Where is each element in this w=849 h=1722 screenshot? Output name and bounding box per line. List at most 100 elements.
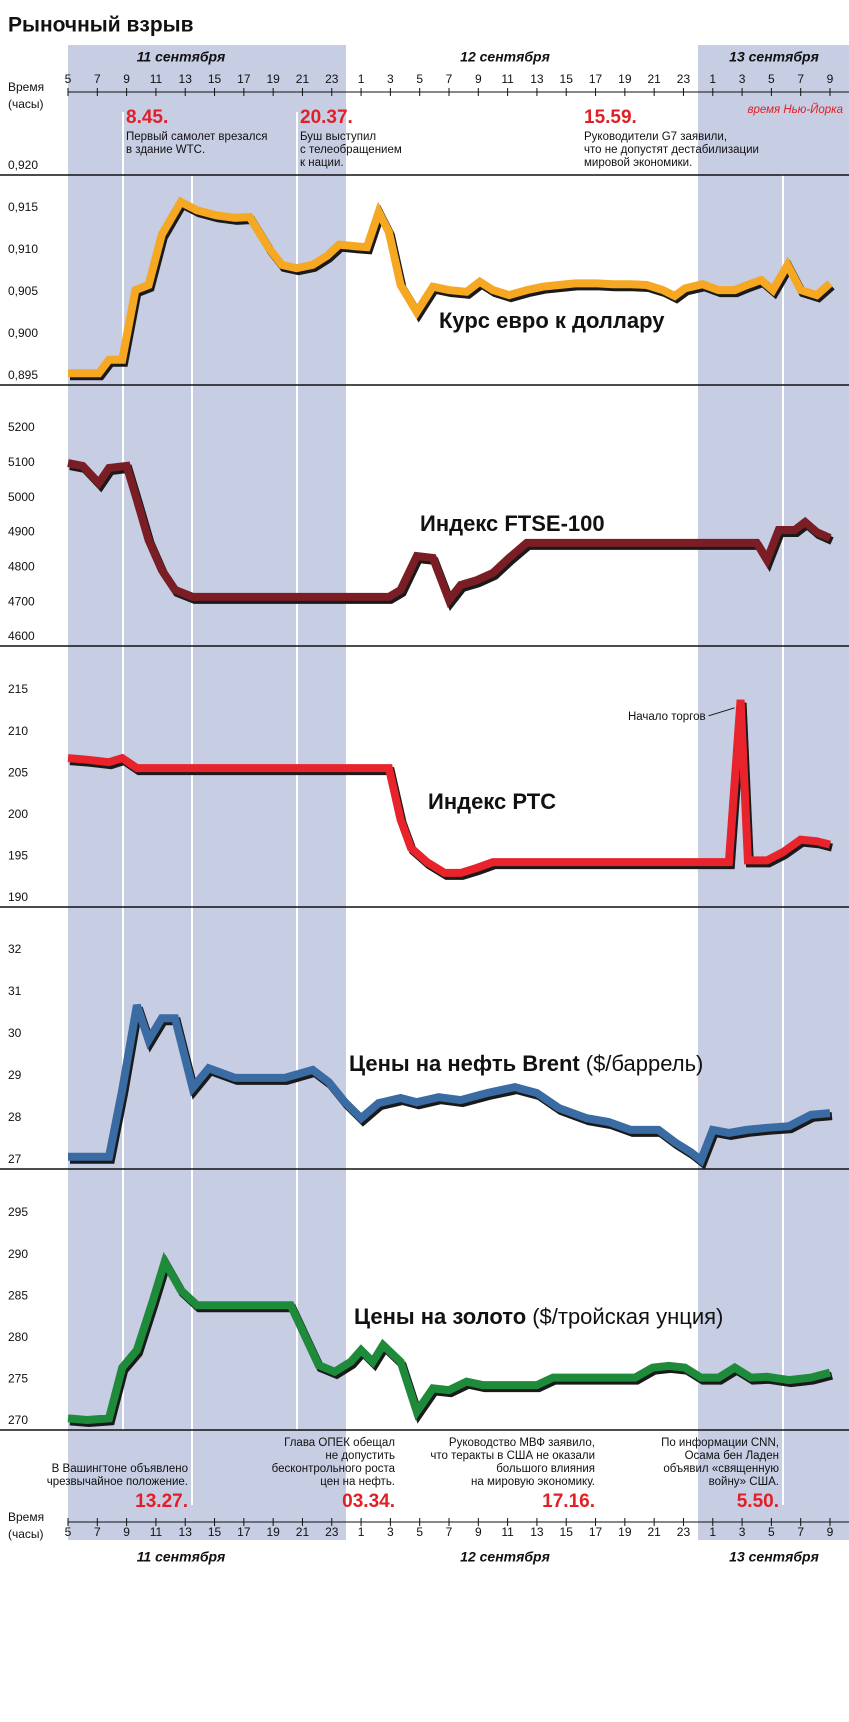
series-title: Цены на золото ($/тройская унция): [354, 1304, 723, 1329]
series-name: Цены на нефть Brent: [349, 1051, 580, 1076]
event-time: 15.59.: [584, 107, 637, 128]
x-tick-label: 23: [677, 72, 691, 86]
y-tick-label: 0,900: [8, 326, 38, 340]
x-tick-label: 7: [797, 72, 804, 86]
axis-label: Время: [8, 80, 44, 94]
event-time: 8.45.: [126, 107, 168, 128]
x-tick-label: 11: [150, 72, 163, 86]
y-tick-label: 4700: [8, 594, 35, 608]
x-tick-label: 5: [416, 1525, 423, 1539]
event-text: что не допустят дестабилизации: [584, 144, 759, 156]
x-tick-label: 9: [827, 1525, 834, 1539]
x-tick-label: 15: [560, 1525, 574, 1539]
x-tick-label: 13: [179, 1525, 193, 1539]
x-tick-label: 15: [560, 72, 574, 86]
event-text: мировой экономики.: [584, 157, 692, 169]
series-unit: ($/тройская унция): [532, 1304, 723, 1329]
y-tick-label: 28: [8, 1110, 22, 1124]
x-tick-label: 1: [358, 72, 365, 86]
x-tick-label: 7: [94, 1525, 101, 1539]
event-text: с телеобращением: [300, 144, 402, 156]
series-name: Курс евро к доллару: [439, 308, 665, 333]
y-tick-label: 31: [8, 984, 22, 998]
y-tick-label: 275: [8, 1372, 28, 1386]
x-tick-label: 5: [768, 1525, 775, 1539]
x-tick-label: 11: [501, 72, 514, 86]
y-tick-label: 295: [8, 1205, 28, 1219]
x-tick-label: 9: [123, 1525, 130, 1539]
event-text: Глава ОПЕК обещал: [284, 1437, 395, 1449]
event-text: большого влияния: [496, 1463, 595, 1475]
event-text: Руководство МВФ заявило,: [449, 1437, 595, 1449]
page-title: Рыночный взрыв: [8, 14, 194, 37]
event-time: 17.16.: [542, 1491, 595, 1512]
y-tick-label: 0,915: [8, 200, 38, 214]
x-tick-label: 13: [530, 1525, 544, 1539]
x-tick-label: 9: [475, 1525, 482, 1539]
y-tick-label: 32: [8, 942, 22, 956]
x-tick-label: 5: [768, 72, 775, 86]
x-tick-label: 17: [237, 1525, 251, 1539]
data-line: [67, 699, 831, 877]
y-tick-label: 4800: [8, 560, 35, 574]
day-label: 11 сентября: [137, 49, 226, 65]
x-tick-label: 21: [647, 72, 661, 86]
y-tick-label: 4600: [8, 629, 35, 643]
x-tick-label: 1: [709, 1525, 716, 1539]
y-tick-label: 5100: [8, 455, 35, 469]
event-text: По информации CNN,: [661, 1437, 779, 1449]
x-tick-label: 23: [677, 1525, 691, 1539]
x-tick-label: 21: [647, 1525, 661, 1539]
x-tick-label: 19: [618, 1525, 632, 1539]
event-text: Первый самолет врезался: [126, 131, 267, 143]
y-tick-label: 290: [8, 1247, 28, 1261]
event-text: войну» США.: [709, 1476, 779, 1488]
y-tick-label: 0,905: [8, 284, 38, 298]
x-tick-label: 3: [739, 1525, 746, 1539]
y-tick-label: 0,920: [8, 158, 38, 172]
x-tick-label: 9: [475, 72, 482, 86]
x-tick-label: 19: [618, 72, 632, 86]
x-tick-label: 15: [208, 1525, 222, 1539]
timezone-note: время Нью-Йорка: [747, 103, 843, 116]
event-text: к нации.: [300, 157, 344, 169]
axis-label: (часы): [8, 1527, 44, 1541]
event-time: 13.27.: [135, 1491, 188, 1512]
series-title: Индекс FTSE-100: [420, 511, 605, 536]
event-time: 20.37.: [300, 107, 353, 128]
day-label: 12 сентября: [460, 1549, 550, 1565]
y-tick-label: 5200: [8, 420, 35, 434]
event-text: Буш выступил: [300, 131, 376, 143]
event-text: объявил «священную: [663, 1463, 779, 1475]
data-line: [68, 196, 833, 378]
event-text: бесконтрольного роста: [272, 1463, 396, 1475]
x-tick-label: 5: [416, 72, 423, 86]
event-text: Осама бен Ладен: [685, 1450, 779, 1462]
y-tick-label: 280: [8, 1330, 28, 1344]
x-tick-label: 21: [296, 1525, 310, 1539]
x-tick-label: 1: [709, 72, 716, 86]
x-tick-label: 13: [530, 72, 544, 86]
x-tick-label: 7: [446, 1525, 453, 1539]
series-name: Индекс FTSE-100: [420, 511, 605, 536]
x-tick-label: 17: [589, 72, 603, 86]
day-label: 12 сентября: [460, 49, 550, 65]
event-time: 5.50.: [737, 1491, 779, 1512]
x-tick-label: 11: [501, 1525, 514, 1539]
event-text: цен на нефть.: [320, 1476, 395, 1488]
y-tick-label: 200: [8, 807, 28, 821]
event-text: что теракты в США не оказали: [430, 1450, 595, 1462]
day-label: 13 сентября: [729, 1549, 819, 1565]
event-text: на мировую экономику.: [471, 1476, 595, 1488]
data-line: [67, 1251, 832, 1425]
x-tick-label: 1: [358, 1525, 365, 1539]
y-tick-label: 285: [8, 1288, 28, 1302]
x-tick-label: 13: [179, 72, 193, 86]
x-tick-label: 11: [150, 1525, 163, 1539]
x-tick-label: 19: [266, 72, 280, 86]
x-tick-label: 5: [65, 72, 72, 86]
y-tick-label: 5000: [8, 490, 35, 504]
event-time: 03.34.: [342, 1491, 395, 1512]
data-line: [67, 459, 832, 609]
